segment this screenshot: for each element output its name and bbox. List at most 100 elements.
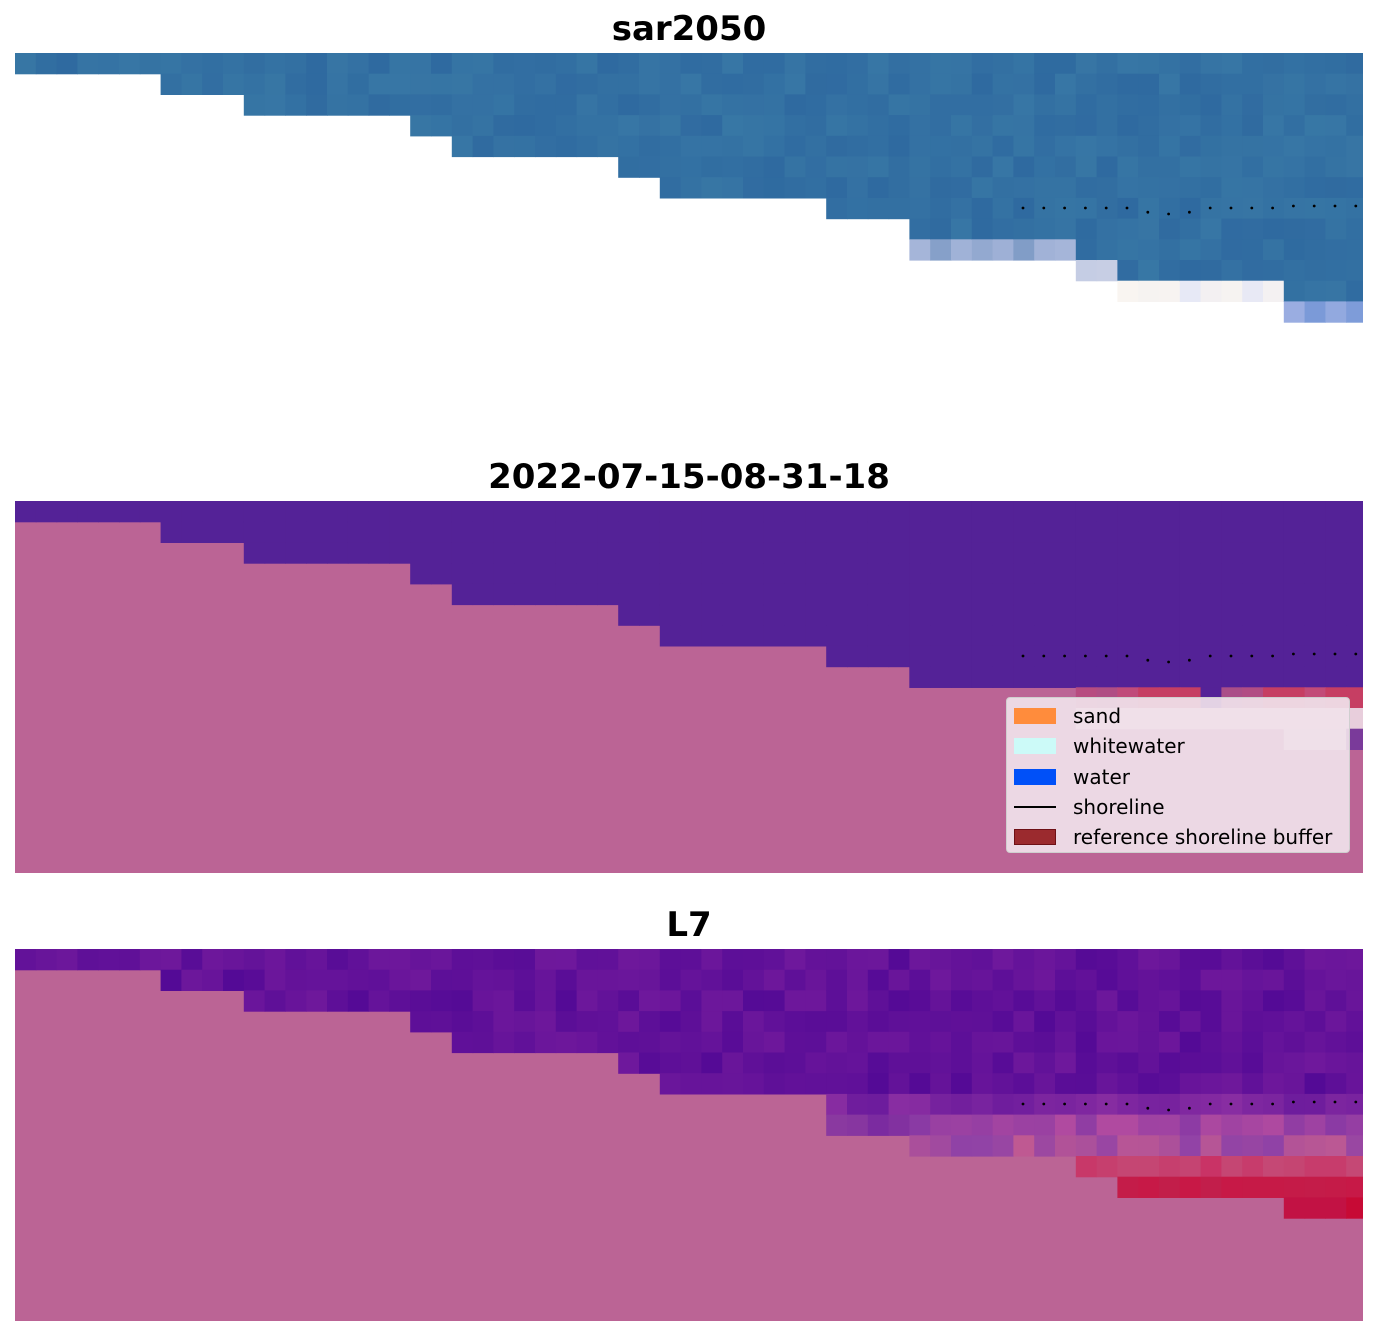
- water-class-pixel: [514, 521, 536, 543]
- index-water-pixel: [1263, 990, 1285, 1012]
- water-class-pixel: [410, 563, 432, 585]
- index-water-pixel: [368, 969, 390, 991]
- water-class-pixel: [1159, 521, 1181, 543]
- index-water-pixel: [639, 949, 661, 971]
- index-water-pixel: [1346, 1052, 1363, 1074]
- shoreline-point: [1021, 654, 1025, 658]
- water-pixel: [847, 94, 869, 116]
- water-class-pixel: [701, 563, 723, 585]
- water-class-pixel: [1179, 583, 1202, 606]
- water-class-pixel: [493, 521, 515, 543]
- water-pixel: [992, 156, 1014, 178]
- index-water-pixel: [1117, 1052, 1139, 1074]
- water-class-pixel: [1117, 604, 1139, 626]
- water-pixel: [1055, 156, 1077, 178]
- index-water-pixel: [139, 949, 162, 971]
- water-class-pixel: [1221, 583, 1243, 606]
- index-water-pixel: [1304, 969, 1326, 991]
- water-pixel: [1075, 177, 1098, 199]
- water-class-pixel: [1304, 583, 1326, 606]
- index-water-pixel: [1034, 1073, 1056, 1095]
- water-pixel: [701, 94, 723, 116]
- index-buffer-pixel: [1075, 1156, 1098, 1178]
- water-class-pixel: [1179, 521, 1202, 543]
- water-pixel: [743, 73, 765, 95]
- index-water-pixel: [555, 949, 578, 971]
- index-buffer-pixel: [1304, 1176, 1326, 1198]
- water-pixel: [1159, 177, 1181, 199]
- water-class-pixel: [555, 501, 578, 523]
- index-water-pixel: [1283, 949, 1306, 971]
- water-pixel: [1263, 239, 1285, 261]
- water-pixel: [909, 135, 931, 158]
- water-class-pixel: [805, 604, 827, 626]
- water-pixel: [410, 115, 432, 137]
- index-water-pixel: [1242, 969, 1264, 991]
- water-class-pixel: [1325, 645, 1347, 668]
- index-water-pixel: [576, 1031, 598, 1054]
- water-pixel: [368, 53, 390, 75]
- water-class-pixel: [1200, 563, 1222, 585]
- index-water-pixel: [930, 969, 952, 991]
- index-water-pixel: [1325, 969, 1347, 991]
- water-class-pixel: [992, 645, 1014, 668]
- water-class-pixel: [1096, 501, 1118, 523]
- water-class-pixel: [992, 604, 1014, 626]
- water-class-pixel: [867, 521, 890, 543]
- index-water-pixel: [951, 1011, 973, 1033]
- index-buffer-pixel: [1242, 1176, 1264, 1198]
- index-water-pixel: [930, 1031, 952, 1054]
- water-pixel: [1200, 94, 1222, 116]
- index-water-pixel: [1034, 1052, 1056, 1074]
- water-class-pixel: [1117, 625, 1139, 647]
- index-water-pixel: [971, 969, 994, 991]
- water-class-pixel: [1325, 501, 1347, 523]
- water-class-pixel: [971, 604, 994, 626]
- index-water-pixel: [243, 969, 266, 991]
- index-buffer-pixel: [1263, 1156, 1285, 1178]
- water-pixel: [743, 177, 765, 199]
- index-surf-pixel: [1138, 1135, 1160, 1157]
- index-water-pixel: [15, 949, 37, 971]
- water-pixel: [784, 94, 806, 116]
- index-water-pixel: [992, 1052, 1014, 1074]
- index-water-pixel: [888, 1011, 910, 1033]
- legend: sand whitewater water shoreline referenc…: [1006, 697, 1350, 853]
- water-pixel: [618, 156, 640, 178]
- index-water-pixel: [680, 990, 702, 1012]
- water-pixel: [680, 115, 702, 137]
- index-water-pixel: [618, 1031, 640, 1054]
- shoreline-point: [1125, 206, 1129, 210]
- water-class-pixel: [701, 521, 723, 543]
- shoreline-point: [1021, 206, 1025, 210]
- index-water-pixel: [909, 1093, 931, 1116]
- water-class-pixel: [1034, 563, 1056, 585]
- water-class-pixel: [1221, 542, 1243, 564]
- index-water-pixel: [743, 990, 765, 1012]
- shoreline-point: [1333, 1100, 1337, 1104]
- water-class-pixel: [909, 563, 931, 585]
- water-pixel: [1200, 218, 1222, 240]
- water-class-pixel: [1055, 563, 1077, 585]
- water-class-pixel: [535, 501, 557, 523]
- surf-pixel: [1055, 239, 1077, 261]
- index-water-pixel: [347, 969, 370, 991]
- water-class-pixel: [1283, 625, 1306, 647]
- index-water-pixel: [639, 1031, 661, 1054]
- water-swatch: [1014, 769, 1056, 785]
- water-pixel: [763, 156, 786, 178]
- water-pixel: [743, 156, 765, 178]
- water-pixel: [971, 156, 994, 178]
- index-water-pixel: [1346, 1011, 1363, 1033]
- index-water-pixel: [1304, 1031, 1326, 1054]
- water-pixel: [1221, 177, 1243, 199]
- water-pixel: [15, 53, 37, 75]
- water-class-pixel: [930, 645, 952, 668]
- shoreline-point: [1229, 206, 1233, 210]
- index-water-pixel: [701, 1052, 723, 1074]
- shoreline-point: [1250, 206, 1254, 210]
- water-class-pixel: [1096, 542, 1118, 564]
- panel-title-classified: 2022-07-15-08-31-18: [488, 457, 890, 497]
- water-pixel: [992, 197, 1014, 220]
- water-class-pixel: [1096, 583, 1118, 606]
